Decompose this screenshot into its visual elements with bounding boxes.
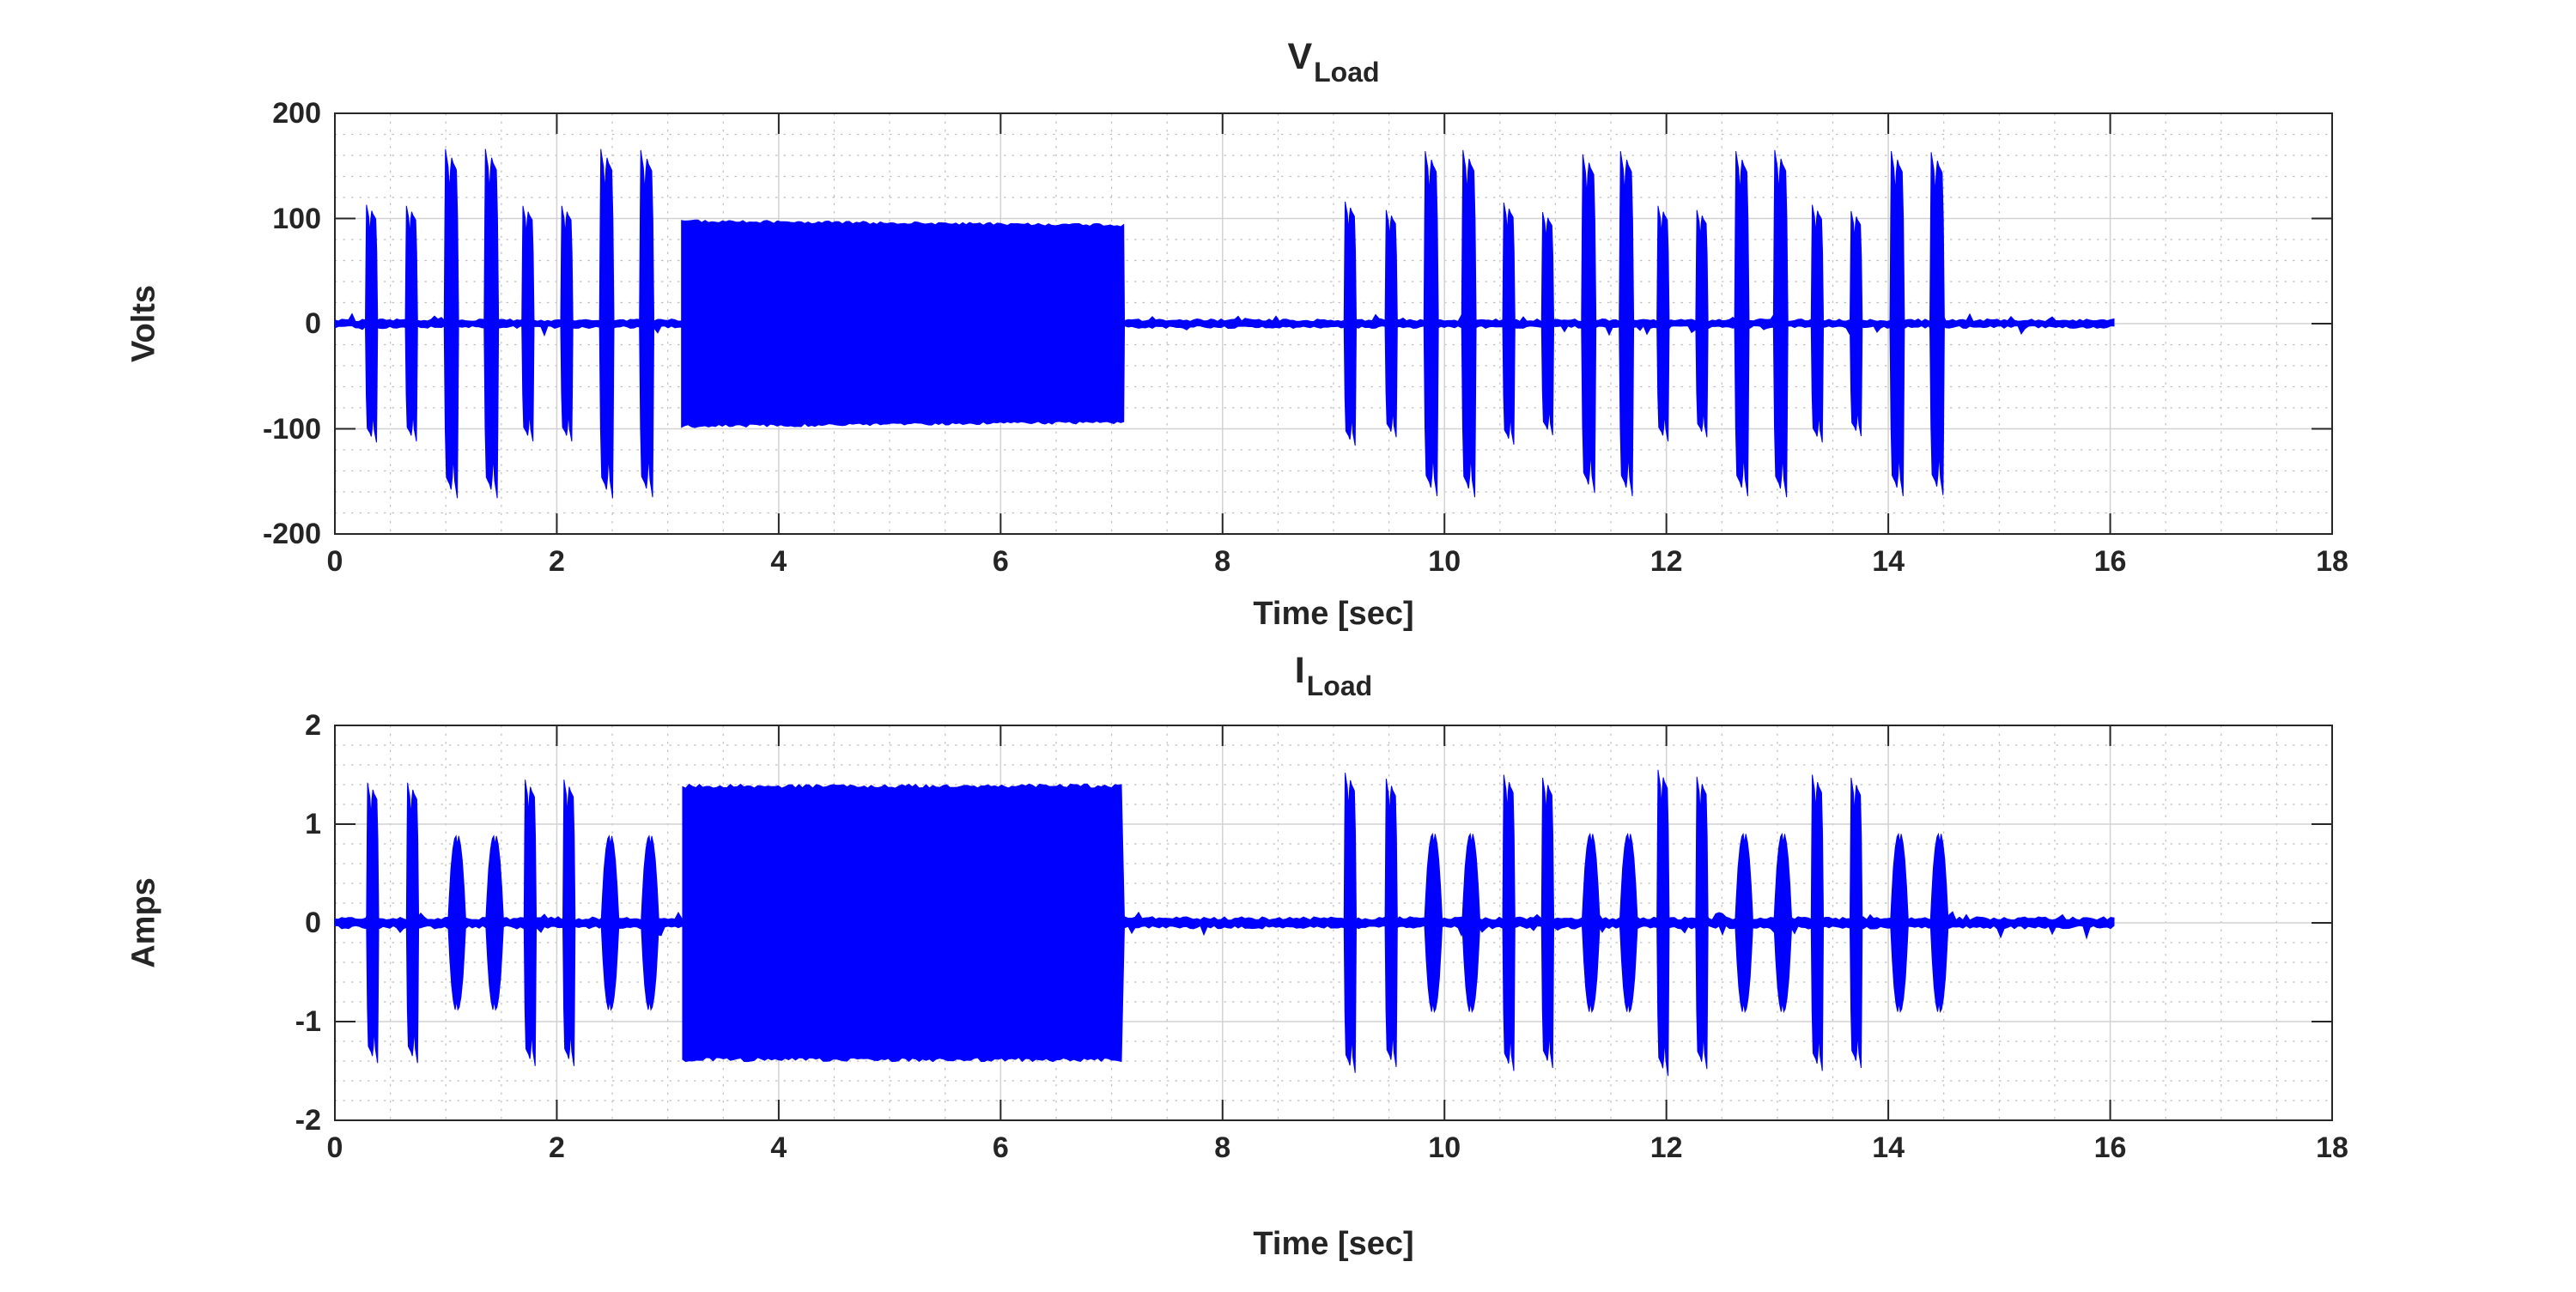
current-title-main: I: [1294, 650, 1305, 691]
voltage-chart-title: VLoad: [1287, 36, 1379, 88]
voltage-title-main: V: [1287, 36, 1313, 77]
x-tick-label-V_Load: 6: [992, 545, 1009, 578]
burst-V_Load: [1929, 152, 1945, 495]
x-tick-label-V_Load: 18: [2316, 545, 2348, 578]
burst-I_Load: [1619, 832, 1638, 1014]
burst-I_Load: [1384, 779, 1398, 1067]
current-chart-title: ILoad: [1294, 650, 1372, 701]
x-tick-label-V_Load: 16: [2093, 545, 2127, 578]
burst-I_Load: [447, 834, 466, 1011]
x-tick-label-V_Load: 8: [1214, 545, 1231, 578]
burst-I_Load: [1850, 777, 1863, 1069]
y-tick-label-I_Load: 0: [305, 907, 321, 939]
x-tick-label-V_Load: 10: [1428, 545, 1461, 578]
burst-I_Load: [562, 779, 576, 1066]
burst-I_Load: [600, 834, 620, 1011]
y-tick-label-I_Load: 2: [305, 709, 321, 742]
x-tick-label-V_Load: 4: [770, 545, 787, 578]
burst-I_Load: [366, 782, 380, 1064]
burst-V_Load: [639, 149, 655, 498]
burst-V_Load: [1384, 209, 1398, 438]
burst-I_Load: [523, 779, 538, 1066]
burst-V_Load: [1889, 151, 1905, 496]
y-tick-label-V_Load: 200: [272, 97, 321, 130]
current-title-subscript: Load: [1306, 670, 1373, 701]
burst-I_Load: [1773, 832, 1793, 1014]
burst-I_Load: [1343, 773, 1357, 1073]
trace-layer-V_Load: [334, 149, 2115, 499]
burst-V_Load: [1343, 201, 1357, 446]
y-tick-label-I_Load: -2: [295, 1104, 321, 1137]
burst-V_Load: [1423, 151, 1439, 496]
voltage-y-axis-label: Volts: [125, 284, 162, 363]
burst-I_Load: [1502, 774, 1516, 1071]
burst-I_Load: [641, 834, 659, 1011]
x-tick-label-I_Load: 4: [770, 1131, 787, 1164]
burst-I_Load: [1929, 832, 1949, 1014]
burst-I_Load: [485, 834, 504, 1011]
y-tick-label-V_Load: 0: [305, 307, 321, 340]
burst-V_Load: [1619, 151, 1635, 496]
y-tick-label-V_Load: -100: [262, 412, 321, 446]
x-tick-label-V_Load: 2: [548, 545, 565, 578]
current-y-axis-label: Amps: [125, 877, 162, 968]
burst-V_Load: [483, 149, 500, 499]
burst-V_Load: [598, 149, 615, 499]
x-tick-label-V_Load: 0: [326, 545, 343, 578]
x-tick-label-V_Load: 12: [1649, 545, 1683, 578]
x-tick-label-I_Load: 2: [548, 1131, 565, 1164]
burst-V_Load: [560, 205, 574, 442]
burst-V_Load: [1695, 209, 1709, 438]
burst-I_Load: [1735, 832, 1753, 1014]
burst-V_Load: [443, 149, 459, 499]
burst-V_Load: [1581, 154, 1597, 494]
y-tick-label-V_Load: 100: [272, 202, 321, 235]
x-tick-label-I_Load: 0: [326, 1131, 343, 1164]
burst-V_Load: [1734, 151, 1750, 496]
burst-I_Load: [1695, 776, 1709, 1070]
x-tick-label-I_Load: 8: [1214, 1131, 1231, 1164]
x-tick-label-I_Load: 14: [1872, 1131, 1905, 1164]
burst-V_Load: [521, 205, 535, 442]
voltage-title-subscript: Load: [1314, 57, 1380, 88]
burst-V_Load: [1461, 149, 1477, 498]
burst-I_Load: [1581, 832, 1601, 1014]
x-tick-label-I_Load: 12: [1649, 1131, 1683, 1164]
x-tick-label-I_Load: 10: [1428, 1131, 1461, 1164]
voltage-x-axis-label: Time [sec]: [1253, 596, 1414, 632]
x-tick-label-I_Load: 6: [992, 1131, 1009, 1164]
burst-I_Load: [1890, 832, 1909, 1014]
burst-V_Load: [1772, 149, 1789, 498]
burst-V_Load: [1656, 205, 1670, 442]
x-tick-label-I_Load: 16: [2093, 1131, 2127, 1164]
y-tick-label-I_Load: 1: [305, 808, 321, 840]
burst-I_Load: [1656, 769, 1670, 1077]
burst-V_Load: [1502, 203, 1516, 445]
burst-I_Load: [1424, 832, 1443, 1014]
burst-I_Load: [1810, 774, 1825, 1071]
burst-V_Load: [365, 204, 379, 443]
current-x-axis-label: Time [sec]: [1253, 1226, 1414, 1262]
trace-layer-I_Load: [334, 769, 2115, 1077]
burst-V_Load: [404, 205, 418, 442]
y-tick-label-V_Load: -200: [262, 518, 321, 550]
y-tick-label-I_Load: -1: [295, 1005, 321, 1038]
x-tick-label-I_Load: 18: [2316, 1131, 2348, 1164]
grid-layer-V_Load: [335, 113, 2332, 534]
burst-V_Load: [1850, 210, 1863, 437]
burst-I_Load: [1540, 777, 1555, 1069]
x-tick-label-V_Load: 14: [1872, 545, 1905, 578]
burst-V_Load: [1540, 212, 1555, 435]
burst-I_Load: [405, 782, 420, 1064]
burst-I_Load: [1461, 832, 1481, 1014]
burst-V_Load: [1810, 204, 1825, 443]
